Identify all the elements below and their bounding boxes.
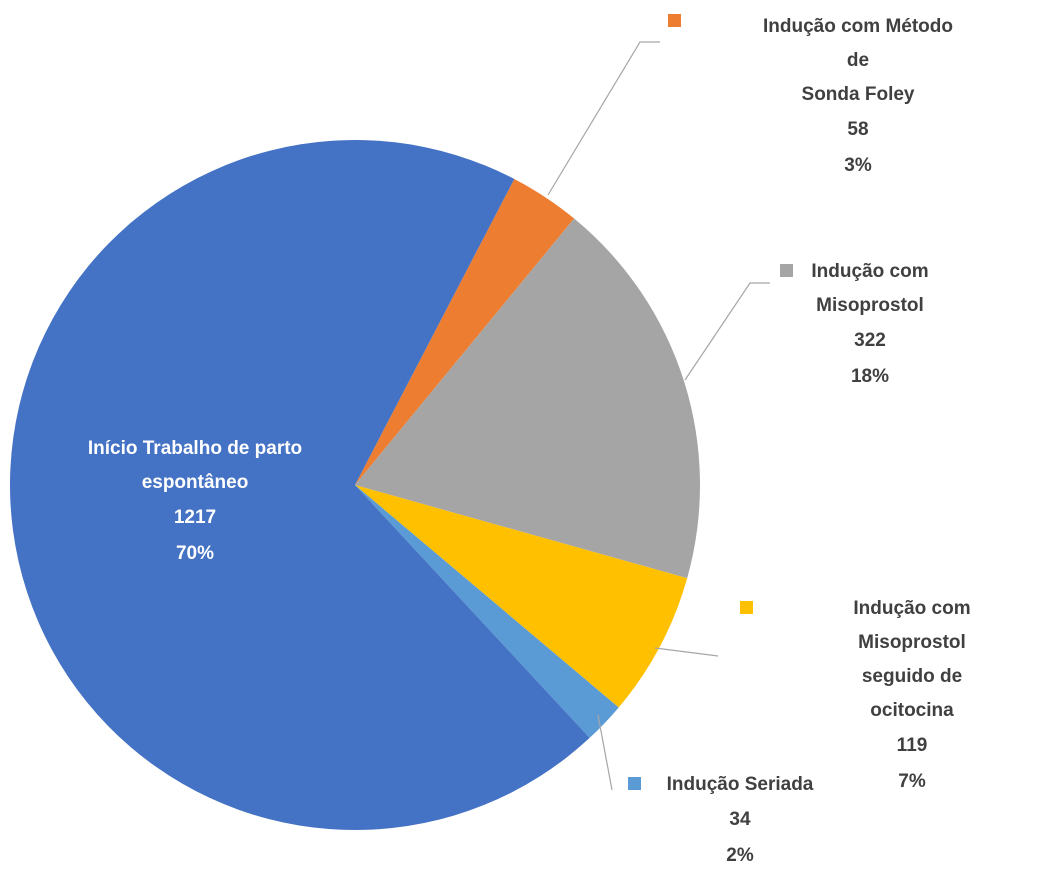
- leader-line: [597, 714, 613, 791]
- percent-label: 3%: [844, 155, 872, 176]
- data-label: Indução com Misoprostol seguido de ocito…: [839, 592, 986, 800]
- leader-line: [547, 41, 660, 196]
- pie-slice: [355, 485, 688, 708]
- legend-marker: [628, 777, 641, 790]
- value-label: 58: [847, 119, 869, 140]
- data-label: Indução com Método de Sonda Foley 58 3%: [758, 10, 959, 184]
- category-label: Início Trabalho de parto espontâneo: [87, 438, 303, 493]
- percent-label: 2%: [726, 845, 754, 866]
- category-label: Indução Seriada: [666, 774, 814, 795]
- leader-line: [684, 282, 770, 381]
- legend-marker: [668, 14, 681, 27]
- value-label: 34: [729, 809, 751, 830]
- data-label: Indução com Misoprostol 322 18%: [811, 255, 928, 395]
- percent-label: 18%: [850, 366, 890, 387]
- category-label: Indução com Misoprostol seguido de ocito…: [853, 598, 971, 721]
- percent-label: 70%: [175, 543, 215, 564]
- legend-marker: [740, 601, 753, 614]
- leader-line: [654, 647, 719, 657]
- pie-slice: [10, 139, 590, 831]
- percent-label: 7%: [898, 771, 926, 792]
- data-label: Indução Seriada 34 2%: [667, 768, 814, 874]
- data-label: Início Trabalho de parto espontâneo 1217 7…: [88, 432, 302, 572]
- pie-slice: [355, 218, 701, 579]
- value-label: 119: [896, 735, 928, 756]
- pie-slice: [355, 178, 575, 485]
- pie-slice: [355, 485, 619, 738]
- legend-marker: [780, 264, 793, 277]
- category-label: Indução com Misoprostol: [811, 261, 929, 316]
- category-label: Indução com Método de Sonda Foley: [763, 16, 953, 105]
- value-label: 322: [854, 330, 886, 351]
- value-label: 1217: [173, 507, 217, 528]
